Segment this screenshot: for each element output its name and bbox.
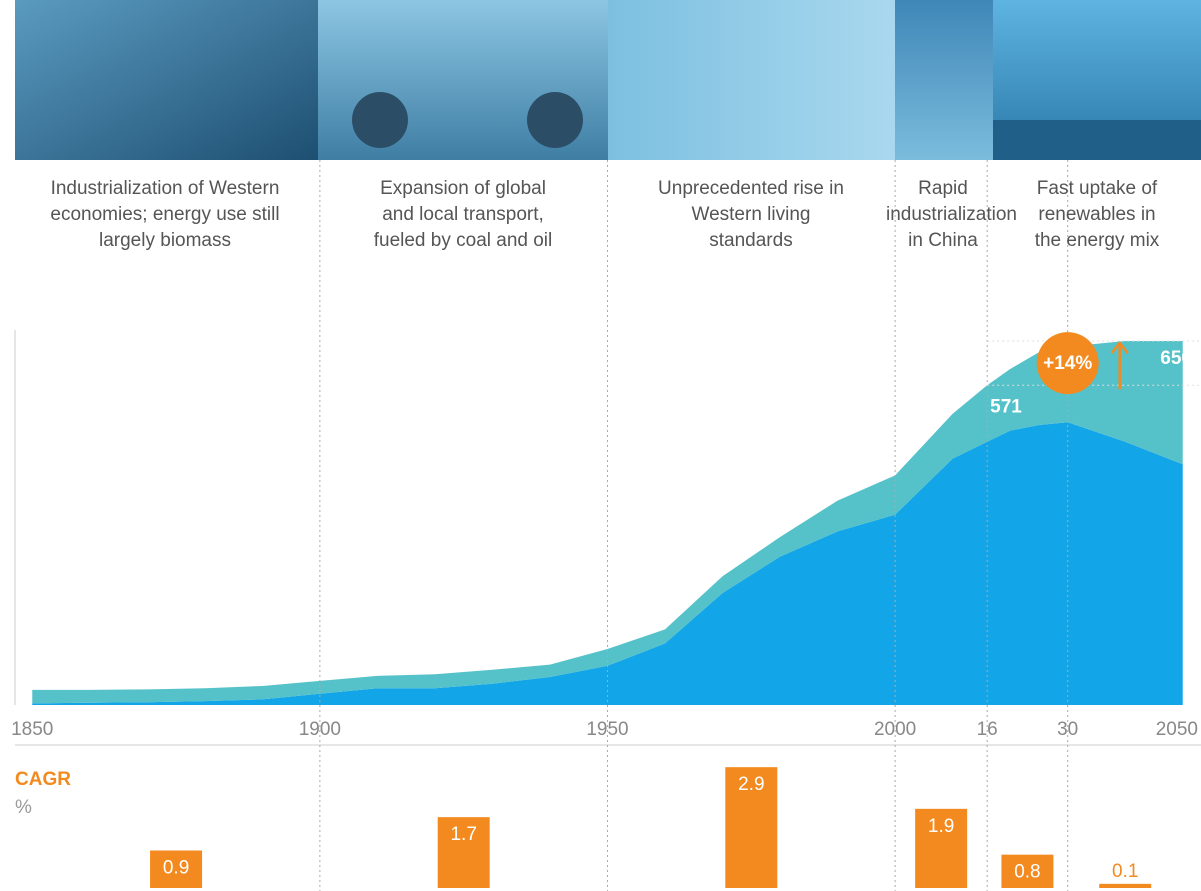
era-text: Expansion of global and local transport,… bbox=[373, 178, 553, 251]
bar bbox=[150, 850, 203, 888]
x-tick-label: 1950 bbox=[586, 719, 628, 740]
era-text: Industrialization of Western economies; … bbox=[50, 178, 280, 251]
bar-label: 1.9 bbox=[928, 816, 954, 837]
change-label: +14% bbox=[1043, 353, 1092, 374]
bar-label: 0.8 bbox=[1014, 862, 1040, 883]
total-label: 650 bbox=[1160, 348, 1192, 369]
total-label: 571 bbox=[990, 396, 1022, 417]
photo-strip bbox=[15, 0, 1201, 160]
photo-fridge bbox=[608, 0, 895, 160]
x-tick-label: 16 bbox=[977, 719, 998, 740]
x-tick-label: 1900 bbox=[299, 719, 341, 740]
x-tick-label: 2050 bbox=[1156, 719, 1198, 740]
bar-label: 2.9 bbox=[738, 774, 764, 795]
era-text: Fast uptake of renewables in the energy … bbox=[1034, 178, 1160, 251]
bar-label: 0.1 bbox=[1112, 861, 1138, 882]
x-tick-label: 1850 bbox=[11, 719, 53, 740]
photo-flag bbox=[895, 0, 993, 160]
bar-label: 1.7 bbox=[450, 824, 476, 845]
bar-subtitle: % bbox=[15, 797, 32, 818]
bar bbox=[437, 817, 490, 888]
x-tick-label: 2000 bbox=[874, 719, 916, 740]
era-text: Unprecedented rise in Western living sta… bbox=[658, 178, 844, 251]
area bbox=[32, 422, 1183, 705]
photo-detail bbox=[352, 92, 408, 148]
bar-label: 0.9 bbox=[163, 858, 189, 879]
era-text: Rapid industrialization in China bbox=[886, 178, 1017, 251]
photo-industry bbox=[15, 0, 318, 160]
bar-title: CAGR bbox=[15, 769, 71, 790]
arrow-head bbox=[1110, 340, 1129, 354]
bar bbox=[725, 767, 778, 888]
bar bbox=[915, 808, 968, 888]
x-tick-label: 30 bbox=[1057, 719, 1078, 740]
photo-detail bbox=[527, 92, 583, 148]
change-badge bbox=[1036, 332, 1099, 395]
bar bbox=[1001, 854, 1054, 888]
bar bbox=[1099, 883, 1152, 888]
photo-detail bbox=[993, 120, 1201, 160]
